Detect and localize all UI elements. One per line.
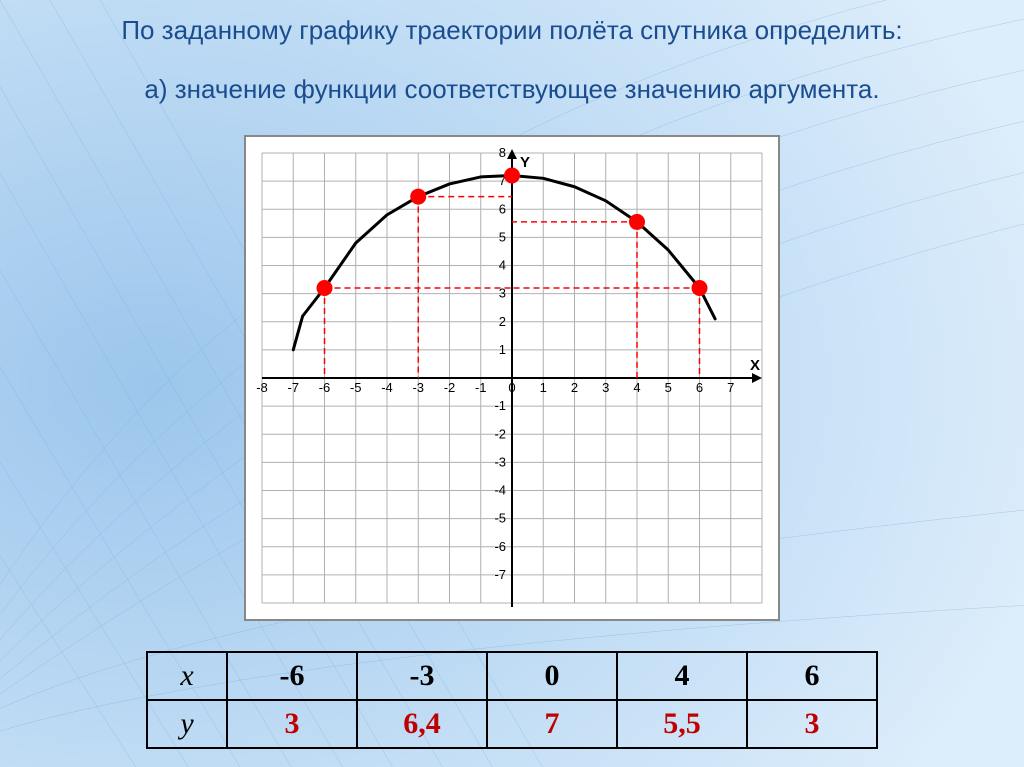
svg-text:Y: Y xyxy=(520,154,530,171)
values-table: x -6 -3 0 4 6 y 3 6,4 7 5,5 3 xyxy=(146,651,878,749)
page-title: По заданному графику траектории полёта с… xyxy=(121,15,902,46)
svg-text:8: 8 xyxy=(499,145,506,160)
table-row-y: y 3 6,4 7 5,5 3 xyxy=(147,700,877,748)
svg-text:3: 3 xyxy=(602,380,609,395)
svg-text:1: 1 xyxy=(499,342,506,357)
svg-text:-7: -7 xyxy=(287,380,299,395)
y-val-2: 7 xyxy=(487,700,617,748)
svg-text:-5: -5 xyxy=(494,511,506,526)
svg-text:-4: -4 xyxy=(381,380,393,395)
page-subtitle: а) значение функции соответствующее знач… xyxy=(144,74,879,105)
svg-text:6: 6 xyxy=(696,380,703,395)
svg-text:X: X xyxy=(750,357,760,374)
y-val-4: 3 xyxy=(747,700,877,748)
y-val-0: 3 xyxy=(227,700,357,748)
x-val-3: 4 xyxy=(617,652,747,700)
table-row-x: x -6 -3 0 4 6 xyxy=(147,652,877,700)
chart-container: -8-7-6-5-4-3-2-101234567-7-6-5-4-3-2-112… xyxy=(244,135,780,621)
y-val-3: 5,5 xyxy=(617,700,747,748)
svg-text:4: 4 xyxy=(499,258,506,273)
svg-text:-7: -7 xyxy=(494,567,506,582)
x-val-0: -6 xyxy=(227,652,357,700)
svg-text:4: 4 xyxy=(633,380,640,395)
x-val-2: 0 xyxy=(487,652,617,700)
svg-text:-1: -1 xyxy=(494,398,506,413)
svg-text:-1: -1 xyxy=(475,380,487,395)
x-val-4: 6 xyxy=(747,652,877,700)
svg-text:5: 5 xyxy=(499,229,506,244)
svg-text:6: 6 xyxy=(499,201,506,216)
svg-text:2: 2 xyxy=(499,314,506,329)
svg-text:2: 2 xyxy=(571,380,578,395)
svg-text:-2: -2 xyxy=(444,380,456,395)
svg-text:-6: -6 xyxy=(494,539,506,554)
svg-text:-3: -3 xyxy=(412,380,424,395)
svg-text:0: 0 xyxy=(508,380,515,395)
svg-text:-8: -8 xyxy=(256,380,268,395)
row-x-label: x xyxy=(147,652,227,700)
svg-text:-5: -5 xyxy=(350,380,362,395)
x-val-1: -3 xyxy=(357,652,487,700)
svg-text:-3: -3 xyxy=(494,454,506,469)
svg-text:-4: -4 xyxy=(494,483,506,498)
svg-text:7: 7 xyxy=(727,380,734,395)
svg-text:1: 1 xyxy=(540,380,547,395)
svg-text:5: 5 xyxy=(665,380,672,395)
trajectory-chart: -8-7-6-5-4-3-2-101234567-7-6-5-4-3-2-112… xyxy=(252,143,772,613)
y-val-1: 6,4 xyxy=(357,700,487,748)
svg-text:-6: -6 xyxy=(319,380,331,395)
svg-text:-2: -2 xyxy=(494,426,506,441)
row-y-label: y xyxy=(147,700,227,748)
